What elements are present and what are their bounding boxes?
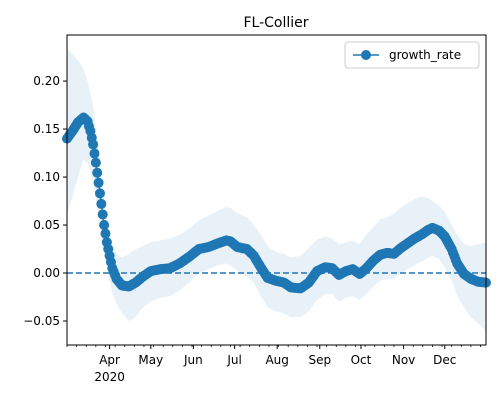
x-tick-label: Oct [351,353,372,367]
y-tick-label: 0.10 [33,170,60,184]
y-tick-label: 0.00 [33,266,60,280]
legend-marker-swatch [361,50,371,60]
y-tick-label: 0.15 [33,122,60,136]
data-point [94,188,105,199]
x-tick-label: May [138,353,163,367]
plot-area [62,47,491,331]
legend-box [344,41,480,69]
x-tick-label: Jul [226,353,241,367]
data-point [93,177,104,188]
data-point [88,139,99,150]
x-tick-year-label: 2020 [94,370,125,384]
data-point [90,157,101,168]
legend: growth_rate [344,41,480,69]
x-tick-label: Nov [392,353,415,367]
data-point [99,220,110,231]
y-tick-label: 0.05 [33,218,60,232]
data-point [89,148,100,159]
axes-frame [66,34,487,346]
y-tick-label: −0.05 [23,314,60,328]
data-point [92,167,103,178]
data-point [96,198,107,209]
x-tick-label: Jun [183,353,203,367]
x-tick-label: Aug [265,353,288,367]
legend-label: growth_rate [389,48,461,62]
chart-title: FL-Collier [243,15,308,31]
axes: −0.05 0.00 0.05 0.10 0.15 0.20 Apr 2020 May Jun Ju… [23,34,487,384]
x-tick-label: Sep [308,353,331,367]
data-point [97,209,108,220]
x-tick-label: Apr [99,353,120,367]
y-tick-label: 0.20 [33,74,60,88]
data-point [100,228,111,239]
x-tick-label: Dec [433,353,456,367]
